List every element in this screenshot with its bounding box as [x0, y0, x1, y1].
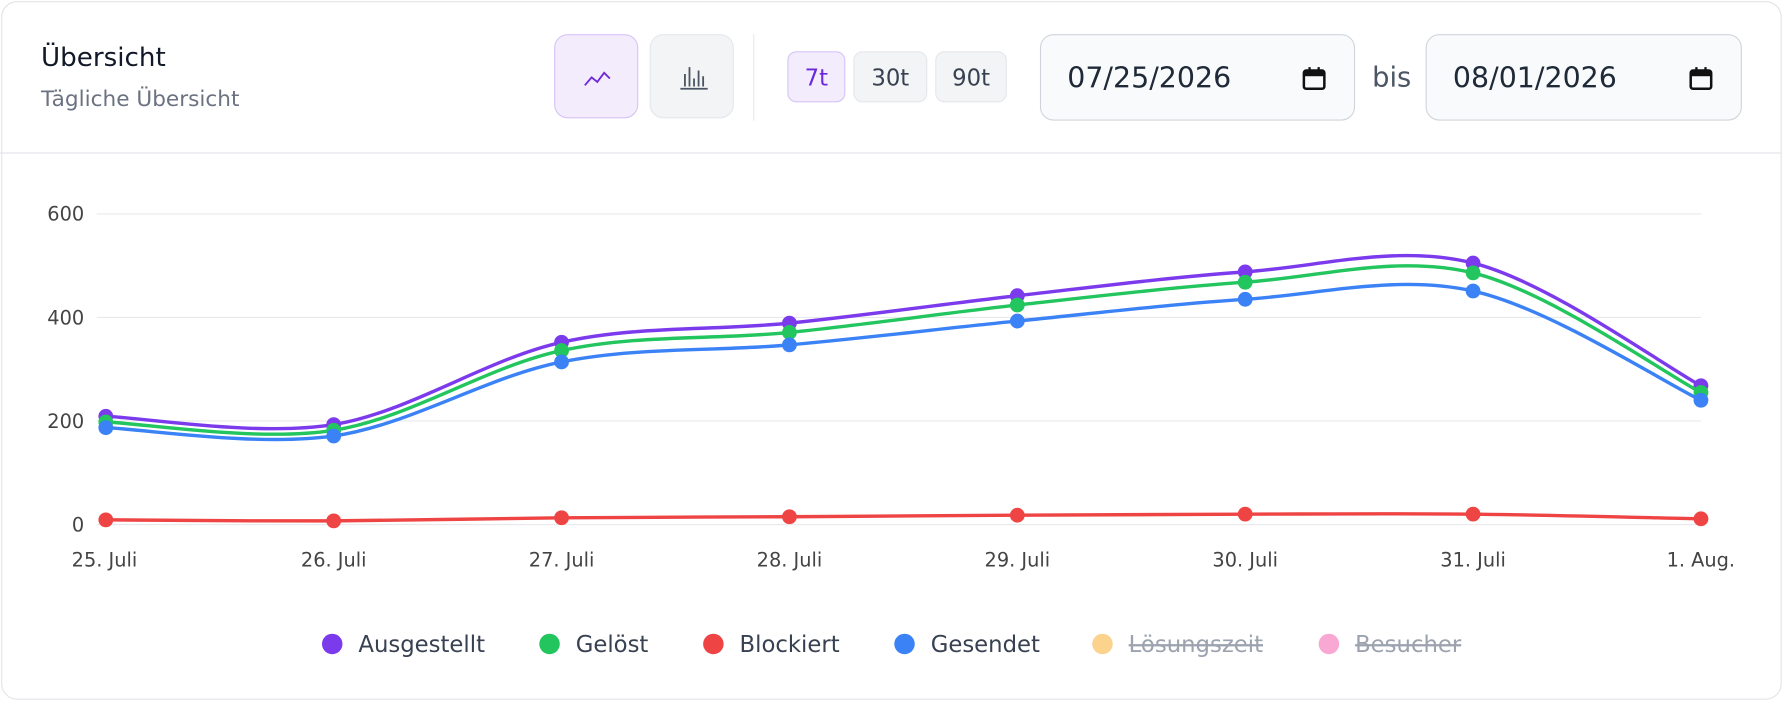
date-separator: bis: [1372, 61, 1412, 94]
legend-label: Gelöst: [576, 632, 649, 658]
data-point: [782, 337, 797, 353]
data-point: [98, 512, 114, 528]
data-point: [1237, 506, 1253, 522]
legend-item[interactable]: Gelöst: [539, 632, 648, 658]
legend-swatch: [894, 633, 915, 655]
data-point: [1009, 507, 1025, 523]
y-tick-label: 400: [47, 306, 84, 329]
legend-swatch: [321, 633, 343, 655]
data-point: [1693, 511, 1709, 527]
date-to[interactable]: 08/01/2026: [1425, 34, 1742, 121]
line-icon: [584, 71, 611, 86]
legend-item[interactable]: Besucher: [1318, 632, 1462, 658]
data-point: [1465, 506, 1481, 522]
bar-chart-button[interactable]: [649, 34, 734, 119]
separator: [753, 34, 755, 121]
legend-swatch: [539, 633, 560, 655]
x-tick-label: 29. Juli: [985, 549, 1051, 572]
x-tick-label: 28. Juli: [757, 549, 823, 572]
series-line: [105, 264, 1702, 436]
subtitle: Tägliche Übersicht: [40, 86, 240, 112]
data-point: [1009, 313, 1025, 329]
data-point: [1009, 297, 1025, 313]
title: Übersicht: [40, 43, 166, 73]
line-chart-button[interactable]: [554, 34, 639, 119]
data-point: [782, 509, 797, 525]
series-line: [105, 512, 1701, 523]
range-button[interactable]: 30t: [853, 51, 928, 103]
legend-swatch: [1092, 633, 1113, 655]
data-point: [1465, 283, 1481, 299]
x-tick-label: 30. Juli: [1212, 549, 1278, 572]
data-point: [326, 513, 342, 529]
header: Übersicht Tägliche Übersicht 7t 30t 90t 07…: [0, 0, 1781, 154]
bar-icon: [680, 67, 708, 90]
data-point: [554, 354, 569, 370]
x-tick-label: 26. Juli: [301, 549, 367, 572]
legend-label: Gesendet: [931, 632, 1040, 658]
calendar-icon: [1302, 67, 1326, 90]
data-point: [554, 510, 569, 526]
data-point: [1465, 265, 1481, 281]
date-from[interactable]: 07/25/2026: [1039, 34, 1356, 121]
date-to-text: 08/01/2026: [1452, 60, 1617, 94]
data-point: [1693, 392, 1709, 408]
data-point: [1237, 274, 1253, 290]
date-from-text: 07/25/2026: [1067, 60, 1232, 94]
legend-swatch: [703, 633, 724, 655]
data-point: [326, 428, 342, 444]
y-tick-label: 200: [47, 410, 84, 433]
series-line: [105, 282, 1702, 442]
legend-label: Blockiert: [740, 632, 840, 658]
data-point: [554, 343, 569, 358]
data-point: [1237, 291, 1253, 307]
x-tick-label: 1. Aug.: [1667, 549, 1735, 572]
legend-label: Lösungszeit: [1129, 632, 1263, 658]
legend-item[interactable]: Lösungszeit: [1092, 632, 1263, 658]
legend-swatch: [1318, 633, 1340, 655]
legend-label: Besucher: [1355, 632, 1462, 658]
data-point: [1237, 264, 1253, 280]
legend-label: Ausgestellt: [358, 632, 485, 658]
y-tick-label: 0: [72, 513, 84, 536]
data-point: [782, 325, 797, 340]
legend-item[interactable]: Blockiert: [703, 632, 840, 658]
x-tick-label: 25. Juli: [72, 549, 138, 572]
legend-item[interactable]: Gesendet: [894, 632, 1040, 658]
series-line: [105, 253, 1702, 431]
x-tick-label: 27. Juli: [529, 549, 595, 572]
range-button[interactable]: 90t: [935, 51, 1007, 103]
y-tick-label: 600: [47, 203, 84, 226]
legend-item[interactable]: Ausgestellt: [321, 632, 485, 658]
x-tick-label: 31. Juli: [1440, 549, 1506, 572]
calendar-icon: [1689, 67, 1713, 90]
data-point: [98, 420, 114, 436]
range-button[interactable]: 7t: [787, 51, 846, 103]
